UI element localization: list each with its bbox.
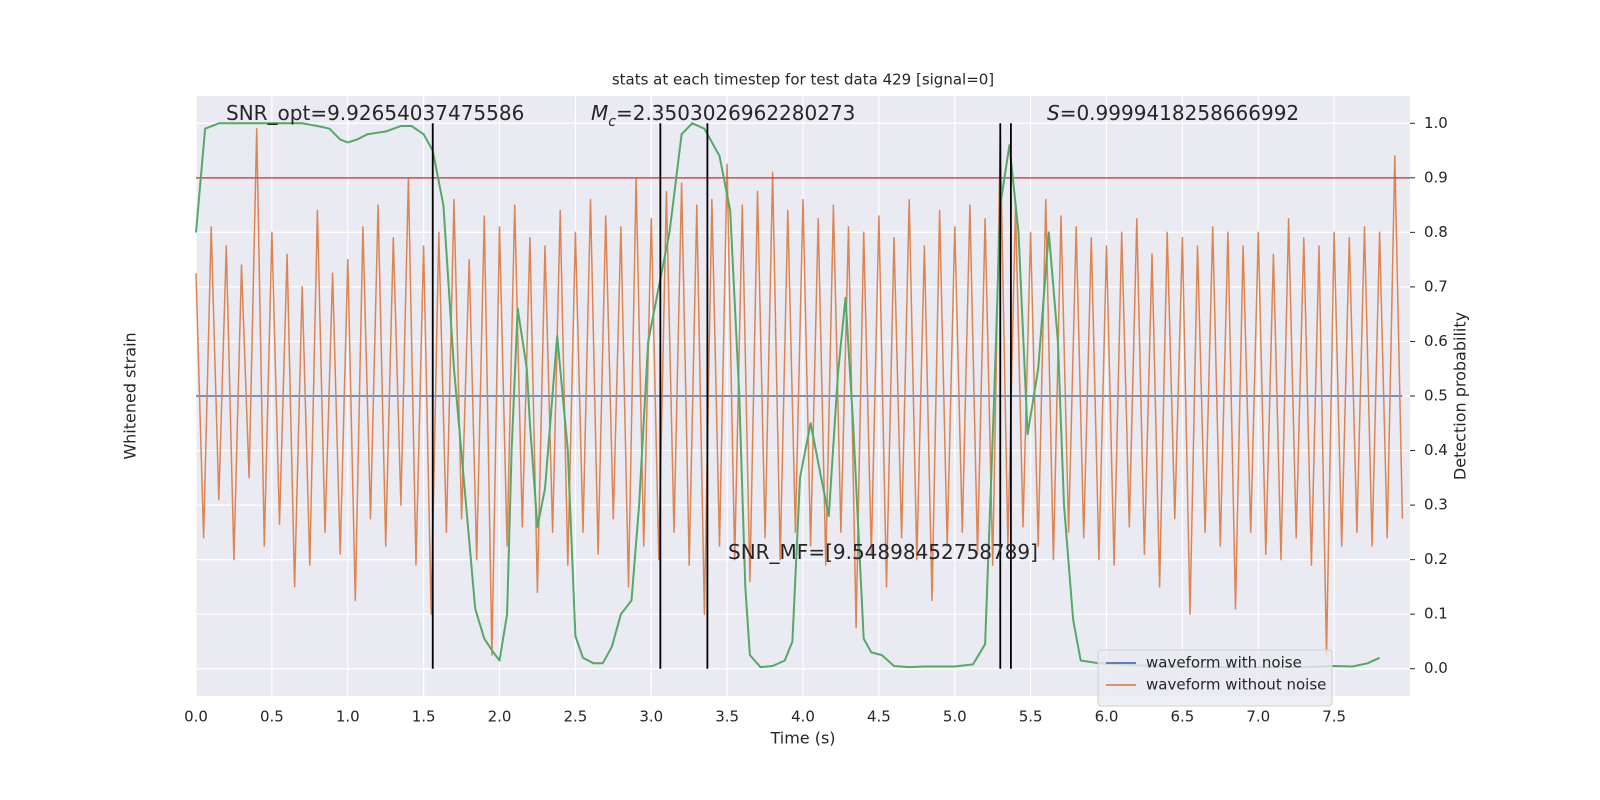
x-tick-label: 6.0 (1095, 708, 1119, 726)
chart-title: stats at each timestep for test data 429… (612, 71, 994, 89)
y2-tick-label: 0.3 (1424, 496, 1448, 514)
x-tick-label: 0.0 (184, 708, 208, 726)
x-tick-label: 3.5 (715, 708, 739, 726)
annotation: SNR_opt=9.92654037475586 (226, 101, 524, 125)
y2-tick-label: 0.7 (1424, 277, 1448, 295)
y2-tick-label: 0.2 (1424, 550, 1448, 568)
x-tick-label: 7.0 (1246, 708, 1270, 726)
annotation-subscript: c (608, 114, 616, 130)
annotation-symbol: S (1047, 101, 1060, 125)
y2-tick-label: 0.1 (1424, 605, 1448, 623)
x-tick-label: 7.5 (1322, 708, 1346, 726)
y2-tick-label: 0.4 (1424, 441, 1448, 459)
x-tick-label: 4.5 (867, 708, 891, 726)
x-tick-label: 5.0 (943, 708, 967, 726)
x-tick-label: 0.5 (260, 708, 284, 726)
x-tick-label: 4.0 (791, 708, 815, 726)
x-tick-label: 1.5 (412, 708, 436, 726)
x-axis-label: Time (s) (769, 729, 835, 748)
annotation-text: =0.9999418258666992 (1060, 101, 1299, 125)
series-line (195, 127, 1404, 656)
y2-tick-label: 1.0 (1424, 114, 1448, 132)
y2-axis-label: Detection probability (1451, 312, 1470, 480)
x-tick-label: 6.5 (1170, 708, 1194, 726)
x-tick-label: 2.0 (488, 708, 512, 726)
x-tick-label: 2.5 (563, 708, 587, 726)
annotation-text: SNR_MF=[9.54898452758789] (728, 540, 1038, 564)
x-tick-label: 1.0 (336, 708, 360, 726)
y2-tick-label: 0.5 (1424, 387, 1448, 405)
annotation-text: =2.3503026962280273 (616, 101, 855, 125)
legend-box (1097, 649, 1333, 707)
annotation: S=0.9999418258666992 (1047, 101, 1299, 125)
annotation: Mc=2.3503026962280273 (591, 101, 855, 131)
legend-label: waveform with noise (1146, 654, 1302, 672)
y2-tick-label: 0.9 (1424, 168, 1448, 186)
y2-tick-label: 0.8 (1424, 223, 1448, 241)
legend-label: waveform without noise (1146, 676, 1326, 694)
y2-tick-label: 0.0 (1424, 659, 1448, 677)
x-tick-label: 5.5 (1019, 708, 1043, 726)
annotation-text: SNR_opt=9.92654037475586 (226, 101, 524, 125)
x-tick-label: 3.0 (639, 708, 663, 726)
series-line (195, 122, 1381, 669)
y2-tick-label: 0.6 (1424, 332, 1448, 350)
annotation: SNR_MF=[9.54898452758789] (728, 540, 1038, 564)
y-axis-label: Whitened strain (121, 332, 140, 459)
annotation-symbol: M (591, 101, 608, 125)
